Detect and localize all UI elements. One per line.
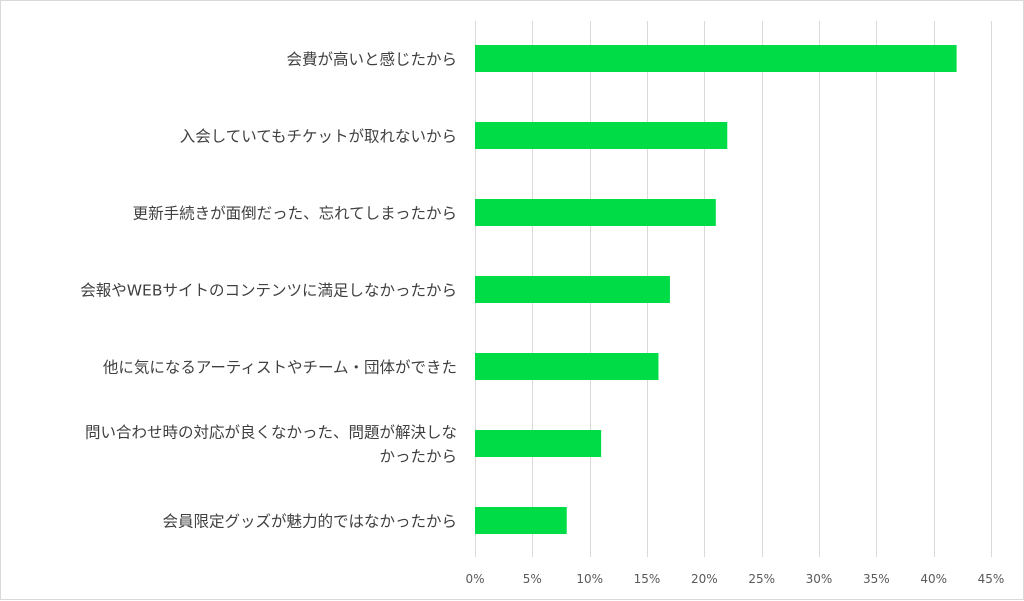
category-label: 会員限定グッズが魅力的ではなかったから [162,513,457,531]
bar [475,122,728,149]
x-tick-label: 40% [920,572,947,586]
x-tick-label: 10% [576,572,603,586]
x-tick-label: 30% [806,572,833,586]
x-tick-label: 20% [691,572,718,586]
bar [475,353,659,380]
category-label: かったから [379,448,457,466]
bar [475,45,957,72]
bar [475,507,567,534]
category-label: 他に気になるアーティストやチーム・団体ができた [103,359,457,377]
category-labels: 会費が高いと感じたから入会していてもチケットが取れないから更新手続きが面倒だった… [80,51,457,531]
category-label: 会報やWEBサイトのコンテンツに満足しなかったから [80,282,457,300]
x-tick-label: 25% [748,572,775,586]
category-label: 会費が高いと感じたから [286,51,457,69]
bar [475,276,670,303]
gridlines [475,21,992,557]
bar [475,199,716,226]
x-axis-tick-labels: 0% 5% 10% 15% 20% 25% 30% 35% 40% 45% [465,572,1004,586]
x-tick-label: 15% [634,572,661,586]
bars [475,45,957,534]
x-tick-label: 45% [978,572,1005,586]
category-label: 更新手続きが面倒だった、忘れてしまったから [133,205,457,223]
x-tick-label: 35% [863,572,890,586]
x-tick-label: 5% [523,572,542,586]
category-label: 入会していてもチケットが取れないから [180,128,457,146]
category-label: 問い合わせ時の対応が良くなかった、問題が解決しな [85,424,457,442]
bar [475,430,602,457]
x-tick-label: 0% [465,572,484,586]
